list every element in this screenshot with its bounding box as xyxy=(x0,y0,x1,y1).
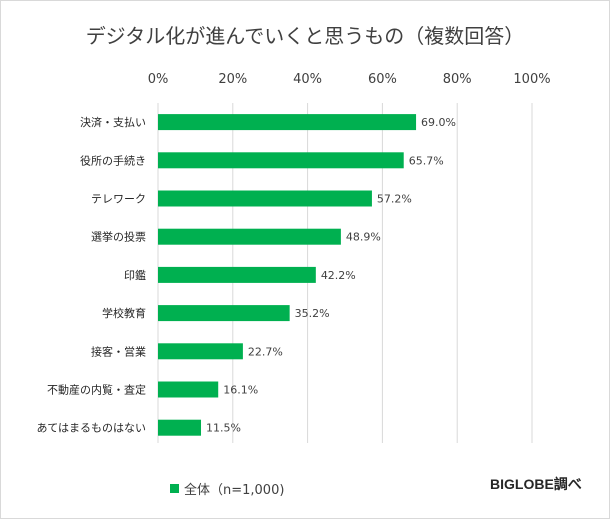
bar xyxy=(158,228,341,245)
data-label: 65.7% xyxy=(409,154,444,167)
legend-swatch xyxy=(170,484,179,493)
bar xyxy=(158,381,219,398)
category-label: 選挙の投票 xyxy=(91,230,146,244)
data-label: 69.0% xyxy=(421,116,456,129)
bar xyxy=(158,190,372,207)
category-label: 役所の手続き xyxy=(80,153,146,167)
bar xyxy=(158,419,202,436)
data-label: 57.2% xyxy=(377,193,412,206)
category-label: あてはまるものはない xyxy=(36,422,146,435)
data-label: 16.1% xyxy=(223,384,258,397)
data-labels: 69.0% 65.7% 57.2% 48.9% 42.2% 35.2% 22.7% 16.1%… xyxy=(206,116,456,435)
x-tick-label: 60% xyxy=(368,72,397,87)
legend-label: 全体（n=1,000) xyxy=(184,483,285,498)
chart-title: デジタル化が進んでいくと思うもの（複数回答） xyxy=(85,24,525,48)
bar xyxy=(158,114,417,131)
x-tick-label: 100% xyxy=(513,72,550,87)
bar xyxy=(158,266,316,283)
x-tick-label: 20% xyxy=(218,72,247,87)
legend: 全体（n=1,000) xyxy=(170,479,284,498)
x-tick-label: 40% xyxy=(293,72,322,87)
category-label: 決済・支払い xyxy=(80,115,146,129)
category-label: 不動産の内覧・査定 xyxy=(47,383,146,397)
source-credit: BIGLOBE調べ xyxy=(490,476,582,492)
data-label: 22.7% xyxy=(248,345,283,358)
category-label: 接客・営業 xyxy=(91,344,146,358)
bars xyxy=(158,114,417,436)
category-label: 印鑑 xyxy=(124,268,146,282)
bar xyxy=(158,152,404,169)
category-label: 学校教育 xyxy=(102,306,146,320)
data-label: 35.2% xyxy=(295,307,330,320)
data-label: 42.2% xyxy=(321,269,356,282)
x-axis-ticks: 0% 20% 40% 60% 80% 100% xyxy=(148,72,551,87)
bar xyxy=(158,305,290,322)
data-label: 48.9% xyxy=(346,231,381,244)
x-tick-label: 0% xyxy=(148,72,169,87)
category-labels: 決済・支払い役所の手続きテレワーク選挙の投票印鑑学校教育接客・営業不動産の内覧・… xyxy=(36,115,146,435)
x-tick-label: 80% xyxy=(443,72,472,87)
category-label: テレワーク xyxy=(91,193,146,206)
bar xyxy=(158,343,243,360)
data-label: 11.5% xyxy=(206,422,241,435)
